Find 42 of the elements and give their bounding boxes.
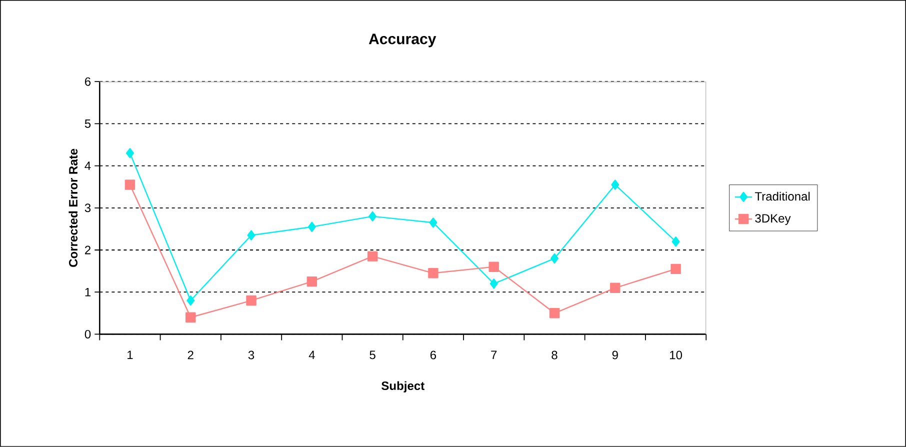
x-tick-label: 2 (188, 350, 194, 360)
point (186, 295, 195, 306)
point (549, 308, 560, 318)
point (670, 264, 681, 274)
point (247, 230, 256, 240)
point (490, 278, 498, 289)
y-tick-label: 3 (84, 204, 91, 212)
x-axis-title: Subject (382, 381, 424, 392)
chart-title: Accuracy (368, 34, 436, 48)
y-tick-label: 1 (85, 288, 91, 296)
point (308, 222, 316, 232)
point (186, 312, 196, 323)
y-tick-label: 6 (85, 77, 91, 86)
x-tick-label: 1 (128, 350, 133, 360)
legend-label: 3DKey (755, 214, 791, 226)
x-tick-label: 3 (248, 350, 254, 360)
point (124, 180, 136, 190)
point (611, 180, 620, 190)
point (368, 211, 377, 222)
point (367, 251, 378, 262)
point (488, 262, 499, 272)
x-tick-label: 9 (612, 350, 618, 360)
point (306, 276, 318, 287)
point (429, 218, 438, 228)
x-tick-label: 6 (430, 350, 436, 360)
point (126, 148, 134, 158)
point (246, 295, 256, 306)
x-tick-label: 8 (552, 350, 558, 360)
point (610, 282, 620, 294)
x-tick-label: 7 (491, 350, 497, 360)
y-axis-title: Corrected Error Rate (68, 148, 78, 267)
y-tick-label: 5 (84, 120, 91, 128)
y-tick-label: 2 (85, 246, 90, 254)
legend-label: Traditional (754, 192, 810, 201)
x-tick-label: 4 (308, 350, 315, 360)
y-tick-label: 0 (84, 330, 91, 339)
point (550, 253, 558, 264)
y-tick-label: 4 (84, 162, 91, 170)
point (428, 268, 438, 278)
point (672, 236, 680, 247)
x-tick-label: 10 (670, 350, 682, 360)
x-tick-label: 5 (370, 350, 376, 360)
